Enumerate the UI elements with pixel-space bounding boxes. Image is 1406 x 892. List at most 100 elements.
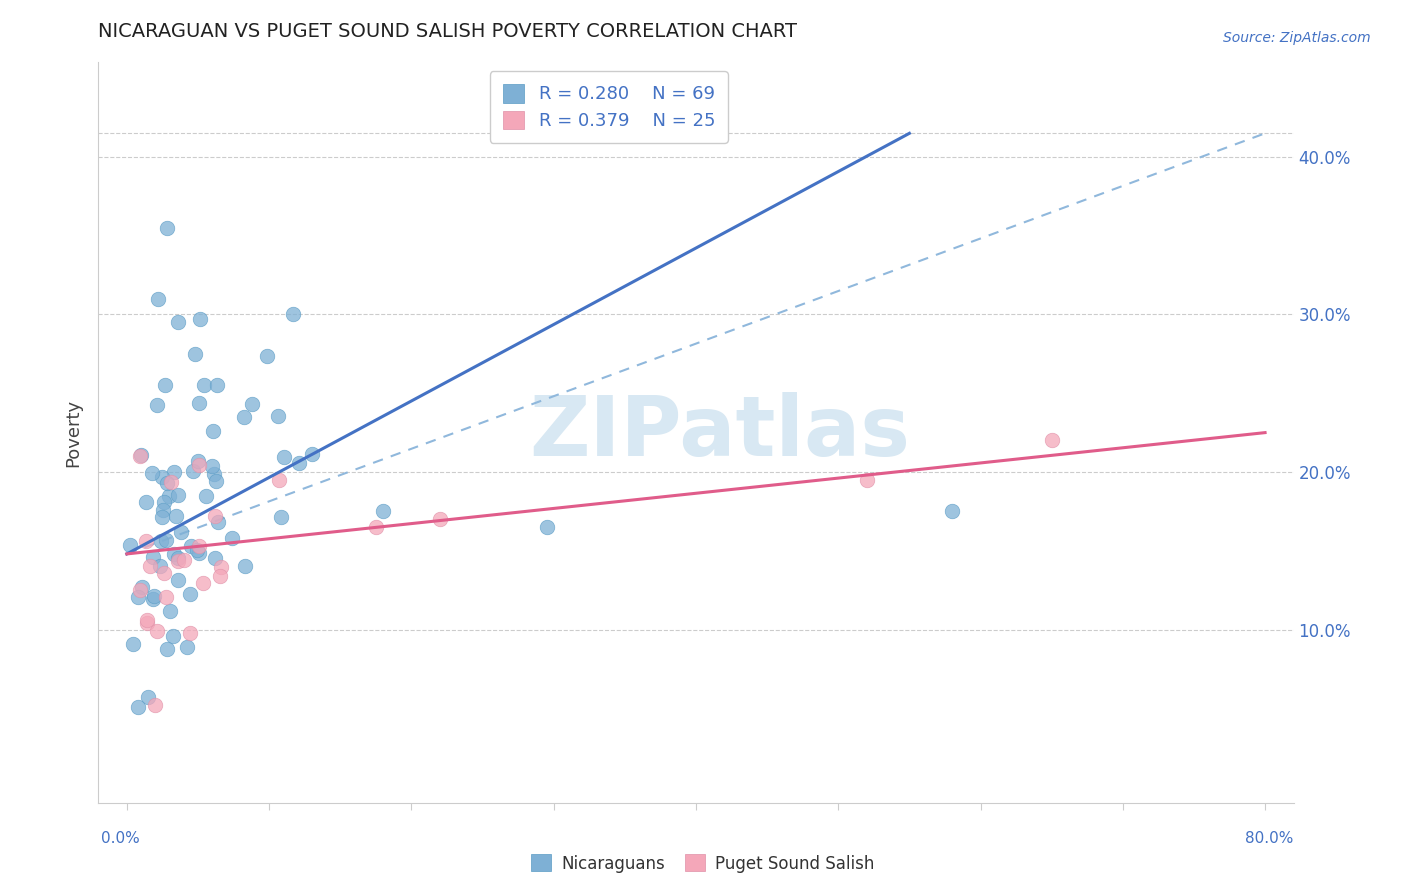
Point — [128, 590, 150, 604]
Point — [191, 576, 214, 591]
Point — [122, 637, 145, 651]
Point — [155, 590, 177, 604]
Point — [135, 494, 157, 508]
Point — [170, 524, 193, 539]
Point — [156, 476, 179, 491]
Point — [162, 547, 184, 561]
Point — [281, 308, 304, 322]
Point — [204, 551, 226, 566]
Point — [194, 489, 217, 503]
Point — [193, 378, 215, 392]
Point — [240, 397, 263, 411]
Point — [142, 589, 165, 603]
Point — [159, 604, 181, 618]
Point — [149, 533, 172, 548]
Point — [141, 466, 163, 480]
Point — [201, 459, 224, 474]
Point — [146, 624, 169, 638]
Point — [273, 450, 295, 464]
Point — [167, 551, 190, 566]
Point — [429, 512, 451, 526]
Point — [167, 315, 190, 329]
Point — [160, 475, 183, 490]
Point — [139, 559, 162, 574]
Point — [166, 554, 188, 568]
Point — [146, 399, 169, 413]
Point — [371, 504, 394, 518]
Point — [149, 558, 172, 573]
Text: 0.0%: 0.0% — [101, 831, 141, 846]
Text: NICARAGUAN VS PUGET SOUND SALISH POVERTY CORRELATION CHART: NICARAGUAN VS PUGET SOUND SALISH POVERTY… — [98, 22, 797, 41]
Point — [536, 520, 558, 534]
Point — [155, 533, 177, 547]
Point — [204, 509, 226, 524]
Point — [941, 504, 963, 518]
Point — [152, 503, 174, 517]
Point — [131, 580, 153, 594]
Point — [153, 566, 176, 581]
Point — [186, 543, 208, 558]
Point — [167, 488, 190, 502]
Point — [301, 447, 323, 461]
Point — [167, 573, 190, 587]
Point — [142, 550, 165, 565]
Point — [181, 465, 204, 479]
Point — [165, 509, 187, 524]
Point — [364, 520, 387, 534]
Point — [233, 559, 256, 574]
Point — [1040, 434, 1063, 448]
Point — [156, 641, 179, 656]
Point — [256, 349, 278, 363]
Point — [270, 510, 292, 524]
Point — [205, 474, 228, 488]
Point — [179, 587, 201, 601]
Point — [180, 539, 202, 553]
Point — [129, 448, 152, 462]
Point — [157, 489, 180, 503]
Point — [184, 347, 207, 361]
Point — [135, 534, 157, 549]
Y-axis label: Poverty: Poverty — [65, 399, 83, 467]
Point — [129, 582, 152, 597]
Point — [188, 546, 211, 560]
Point — [162, 630, 184, 644]
Point — [209, 560, 232, 574]
Point — [179, 625, 201, 640]
Point — [136, 615, 159, 630]
Point — [202, 467, 225, 481]
Point — [118, 538, 141, 552]
Text: 80.0%: 80.0% — [1246, 831, 1294, 846]
Point — [188, 458, 211, 472]
Point — [188, 539, 211, 553]
Point — [127, 699, 149, 714]
Point — [267, 409, 290, 423]
Point — [173, 552, 195, 566]
Point — [232, 409, 254, 424]
Point — [205, 378, 228, 392]
Point — [176, 640, 198, 654]
Point — [163, 465, 186, 479]
Legend: R = 0.280    N = 69, R = 0.379    N = 25: R = 0.280 N = 69, R = 0.379 N = 25 — [489, 71, 728, 143]
Text: ZIPatlas: ZIPatlas — [530, 392, 910, 473]
Point — [143, 698, 166, 713]
Point — [150, 469, 173, 483]
Point — [153, 377, 176, 392]
Point — [148, 292, 170, 306]
Point — [141, 591, 163, 606]
Point — [209, 568, 232, 582]
Point — [855, 473, 877, 487]
Point — [221, 531, 243, 545]
Point — [188, 396, 211, 410]
Point — [269, 473, 291, 487]
Point — [156, 220, 179, 235]
Text: Source: ZipAtlas.com: Source: ZipAtlas.com — [1223, 31, 1371, 45]
Legend: Nicaraguans, Puget Sound Salish: Nicaraguans, Puget Sound Salish — [524, 847, 882, 880]
Point — [129, 449, 152, 463]
Point — [207, 515, 229, 529]
Point — [188, 312, 211, 326]
Point — [187, 454, 209, 468]
Point — [136, 690, 159, 704]
Point — [201, 424, 224, 438]
Point — [153, 495, 176, 509]
Point — [135, 613, 157, 627]
